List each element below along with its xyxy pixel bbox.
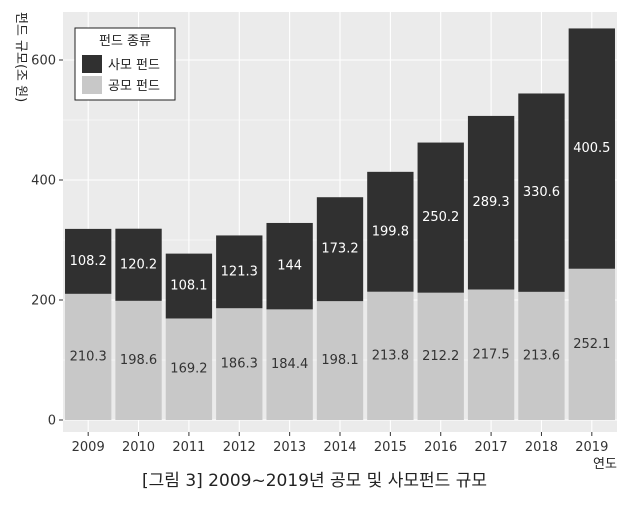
y-axis: 0 200 400 600 bbox=[31, 54, 63, 429]
data-label-private: 144 bbox=[277, 259, 302, 274]
y-tick-label: 400 bbox=[31, 174, 56, 189]
y-tick-label: 200 bbox=[31, 294, 56, 309]
bar-public-fund bbox=[417, 292, 464, 420]
data-label-public: 198.1 bbox=[321, 353, 358, 368]
bar-public-fund bbox=[518, 291, 565, 420]
bar-private-fund bbox=[266, 222, 313, 310]
legend-label-public: 공모 펀드 bbox=[108, 79, 160, 94]
x-tick-label: 2015 bbox=[374, 440, 407, 455]
bar-private-fund bbox=[165, 253, 213, 319]
bar-public-fund bbox=[367, 291, 414, 420]
bar-private-fund bbox=[417, 142, 464, 293]
data-label-public: 210.3 bbox=[70, 349, 107, 364]
data-label-public: 212.2 bbox=[422, 349, 459, 364]
legend: 펀드 종류 사모 펀드 공모 펀드 bbox=[74, 27, 176, 101]
bar-public-fund bbox=[568, 268, 615, 420]
bar-labels: 210.3 108.2 198.6 120.2 169.2 108.1 186.3 121.3… bbox=[70, 141, 611, 377]
data-label-public: 198.6 bbox=[120, 353, 157, 368]
legend-swatch-public bbox=[82, 76, 102, 94]
y-tick-label: 0 bbox=[48, 414, 56, 429]
bar-private-fund bbox=[216, 235, 263, 309]
bar-private-fund bbox=[568, 28, 615, 269]
data-label-private: 199.8 bbox=[372, 224, 409, 239]
bar-public-fund bbox=[266, 309, 313, 420]
legend-swatch-private bbox=[82, 55, 102, 73]
data-label-private: 289.3 bbox=[472, 195, 509, 210]
bars bbox=[65, 28, 615, 420]
bar-public-fund bbox=[316, 301, 364, 420]
bar-private-fund bbox=[518, 93, 565, 292]
data-label-private: 108.2 bbox=[70, 254, 107, 269]
legend-label-private: 사모 펀드 bbox=[108, 58, 160, 73]
data-label-private: 121.3 bbox=[221, 264, 258, 279]
data-label-private: 250.2 bbox=[422, 210, 459, 225]
bar-public-fund bbox=[165, 318, 213, 420]
bar-public-fund bbox=[216, 308, 263, 420]
x-tick-label: 2018 bbox=[525, 440, 558, 455]
figure-caption: [그림 3] 2009~2019년 공모 및 사모펀드 규모 bbox=[142, 471, 487, 491]
legend-title: 펀드 종류 bbox=[99, 34, 151, 49]
x-axis: 2009 2010 2011 2012 2013 2014 2015 2016 2017 2018… bbox=[72, 432, 608, 455]
data-label-private: 108.1 bbox=[170, 279, 207, 294]
data-label-public: 213.8 bbox=[372, 348, 409, 363]
bar-private-fund bbox=[115, 228, 162, 301]
data-label-public: 186.3 bbox=[221, 357, 258, 372]
x-tick-label: 2016 bbox=[424, 440, 457, 455]
x-tick-label: 2014 bbox=[323, 440, 356, 455]
bar-private-fund bbox=[316, 197, 364, 302]
bar-public-fund bbox=[65, 293, 112, 420]
x-tick-label: 2017 bbox=[475, 440, 508, 455]
y-tick-label: 600 bbox=[31, 54, 56, 69]
data-label-public: 213.6 bbox=[523, 348, 560, 363]
x-tick-label: 2009 bbox=[72, 440, 105, 455]
data-label-private: 400.5 bbox=[573, 141, 610, 156]
data-label-private: 120.2 bbox=[120, 257, 157, 272]
data-label-public: 169.2 bbox=[170, 362, 207, 377]
data-label-private: 173.2 bbox=[321, 242, 358, 257]
x-tick-label: 2011 bbox=[172, 440, 205, 455]
x-tick-label: 2010 bbox=[122, 440, 155, 455]
bar-private-fund bbox=[65, 228, 112, 294]
data-label-private: 330.6 bbox=[523, 185, 560, 200]
bar-private-fund bbox=[467, 115, 515, 290]
data-label-public: 184.4 bbox=[271, 357, 308, 372]
data-label-public: 252.1 bbox=[573, 337, 610, 352]
x-axis-title: 연도 bbox=[593, 457, 617, 472]
data-label-public: 217.5 bbox=[472, 347, 509, 362]
y-axis-title-text: 펀드 규모(조 원) bbox=[13, 12, 28, 102]
bar-public-fund bbox=[467, 289, 515, 420]
bar-private-fund bbox=[367, 171, 414, 292]
x-tick-label: 2012 bbox=[223, 440, 256, 455]
bar-public-fund bbox=[115, 300, 162, 420]
x-tick-label: 2013 bbox=[273, 440, 306, 455]
y-axis-title: 펀드 규모(조 원) bbox=[13, 12, 28, 102]
x-tick-label: 2019 bbox=[575, 440, 608, 455]
